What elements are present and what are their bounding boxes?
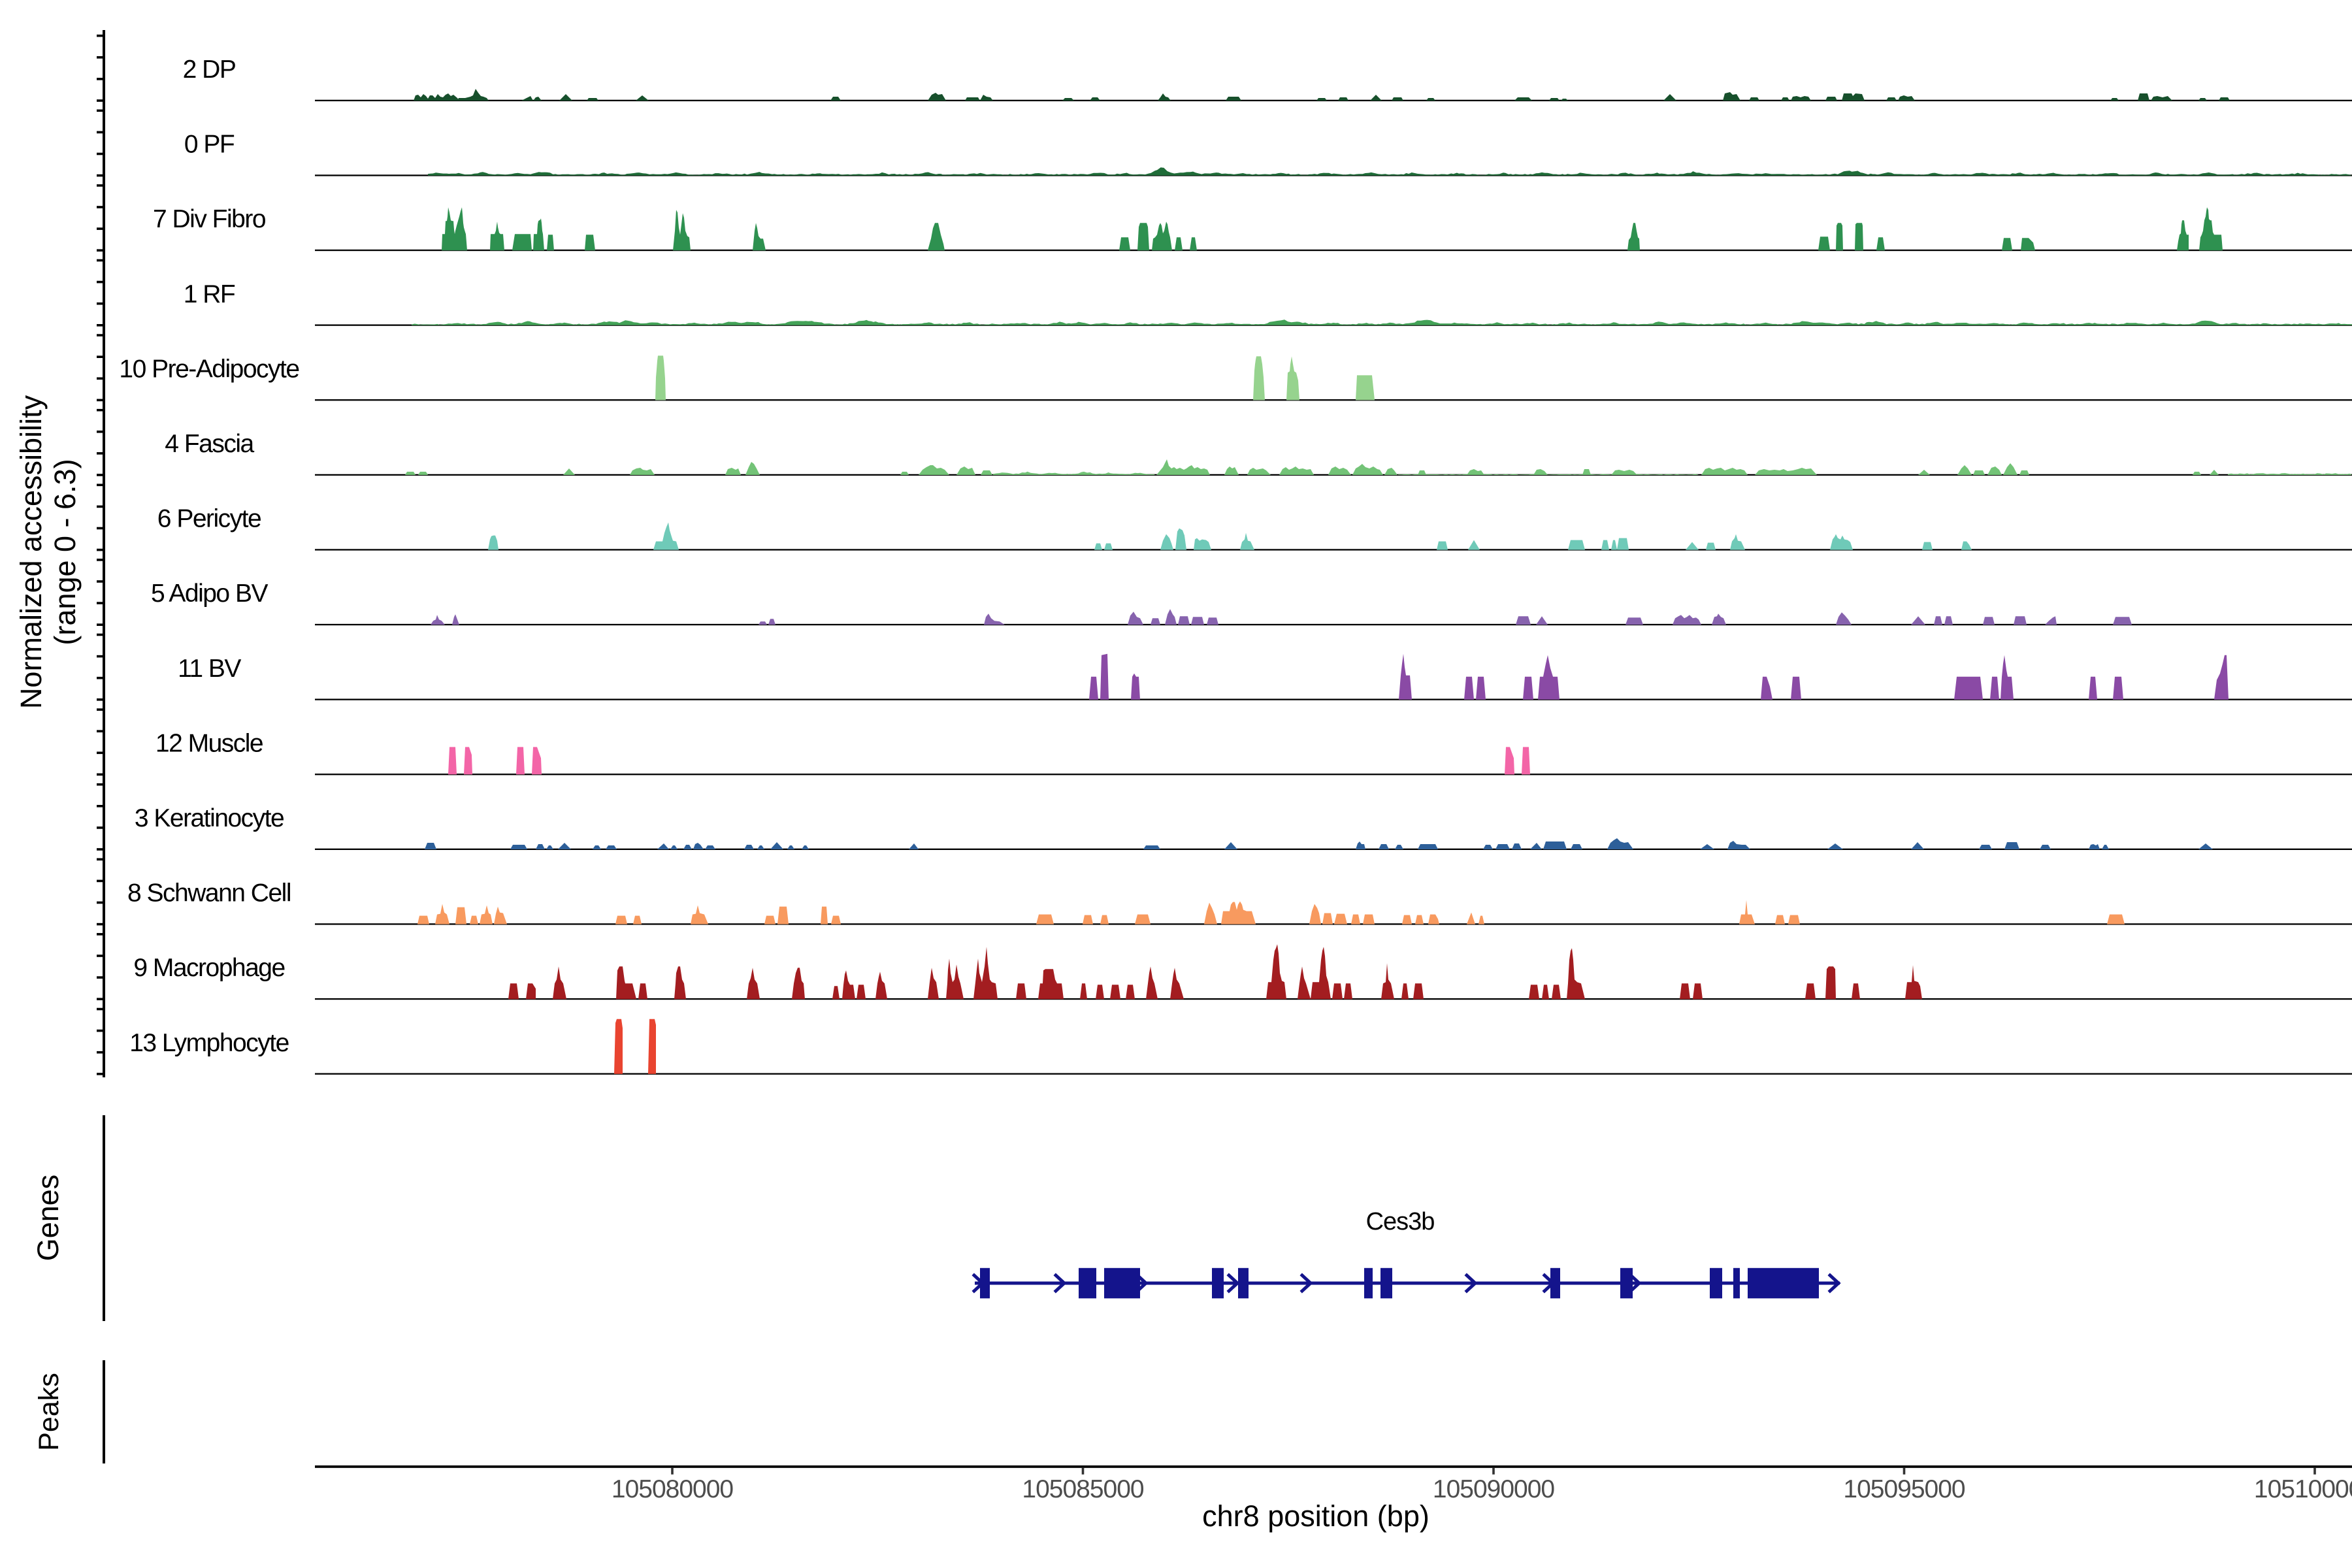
svg-text:105090000: 105090000 (1433, 1475, 1555, 1503)
svg-text:6 Pericyte: 6 Pericyte (157, 505, 261, 533)
svg-text:13 Lymphocyte: 13 Lymphocyte (129, 1029, 289, 1057)
svg-text:Ces3b: Ces3b (1366, 1208, 1435, 1235)
svg-text:3 Keratinocyte: 3 Keratinocyte (135, 804, 284, 832)
svg-text:5 Adipo BV: 5 Adipo BV (151, 580, 268, 608)
svg-text:7 Div Fibro: 7 Div Fibro (153, 205, 266, 233)
svg-text:11 BV: 11 BV (178, 655, 241, 683)
svg-text:105080000: 105080000 (612, 1475, 734, 1503)
svg-text:105095000: 105095000 (1843, 1475, 1965, 1503)
svg-text:4 Fascia: 4 Fascia (165, 430, 254, 458)
svg-text:1 RF: 1 RF (184, 280, 235, 308)
svg-text:105085000: 105085000 (1022, 1475, 1144, 1503)
svg-text:10 Pre-Adipocyte: 10 Pre-Adipocyte (119, 355, 299, 383)
svg-text:chr8 position (bp): chr8 position (bp) (1202, 1499, 1429, 1533)
svg-text:Genes: Genes (31, 1175, 65, 1262)
svg-text:9 Macrophage: 9 Macrophage (133, 954, 284, 982)
svg-text:Normalized accessibility: Normalized accessibility (14, 395, 48, 709)
svg-text:12 Muscle: 12 Muscle (155, 729, 263, 757)
svg-text:Peaks: Peaks (33, 1373, 65, 1451)
svg-text:8 Schwann Cell: 8 Schwann Cell (127, 879, 291, 907)
svg-text:(range 0 - 6.3): (range 0 - 6.3) (48, 459, 82, 645)
svg-text:2 DP: 2 DP (183, 56, 236, 84)
svg-text:0 PF: 0 PF (184, 131, 235, 159)
svg-text:105100000: 105100000 (2254, 1475, 2352, 1503)
